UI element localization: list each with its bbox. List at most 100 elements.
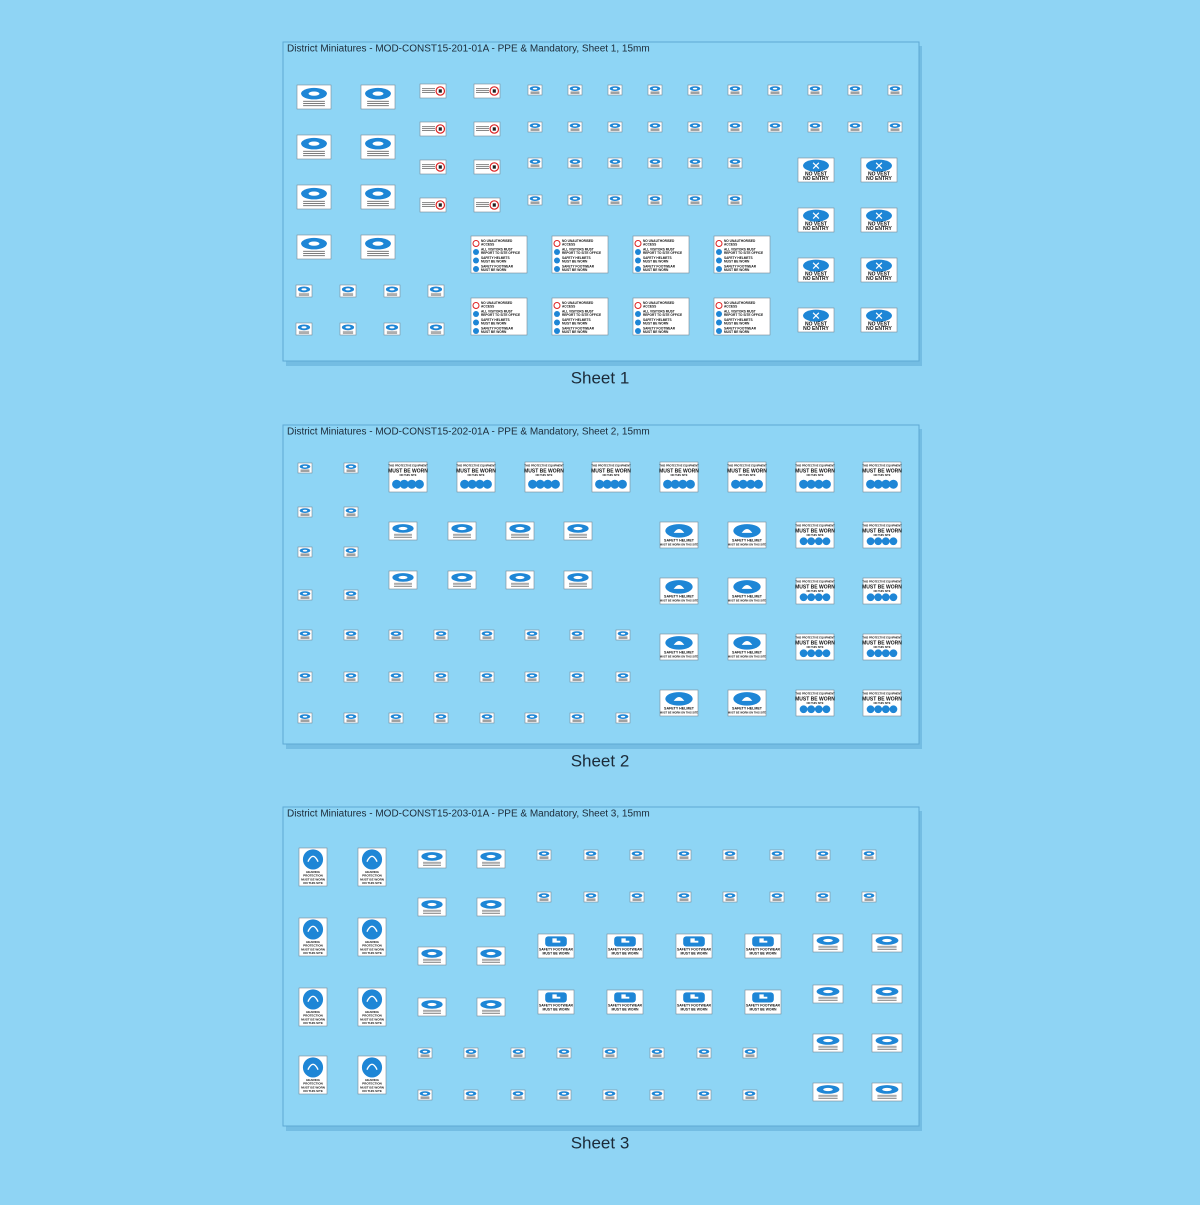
- text-line: [430, 330, 442, 332]
- sign-oval: [343, 506, 359, 518]
- sign-text: MUST BE WORN: [795, 584, 835, 590]
- sign-icon: [875, 312, 883, 319]
- sign-icon: [345, 326, 351, 329]
- sign-oval: [567, 121, 583, 133]
- sign-oval: [696, 1089, 712, 1101]
- text-line: [569, 533, 587, 535]
- text-line: [890, 92, 900, 94]
- sign-oval: [815, 849, 831, 861]
- sign-text: MUST BE WORN ON THIS SITE: [728, 710, 767, 714]
- text-line: [346, 554, 356, 556]
- text-line: [652, 1055, 662, 1057]
- sign-oval: [505, 570, 535, 590]
- sign-text: MUST BE WORN: [524, 468, 564, 474]
- sign-oval: [476, 849, 506, 869]
- sign-icon: [814, 537, 823, 546]
- sign-icon: [308, 191, 320, 196]
- text-line: [303, 253, 325, 254]
- sign-text: THIS PROTECTIVE EQUIPMENT: [795, 464, 835, 468]
- sign-icon: [716, 257, 722, 264]
- sign-oval: [556, 1047, 572, 1059]
- text-line: [890, 130, 900, 131]
- sign-oval: [847, 84, 863, 96]
- text-line: [476, 202, 489, 204]
- sign-oval: [807, 84, 823, 96]
- text-line: [367, 255, 389, 257]
- text-line: [725, 900, 735, 901]
- text-line: [394, 535, 412, 537]
- text-line: [367, 150, 389, 152]
- text-line: [482, 636, 492, 638]
- sign-text: MUST BE WORN: [301, 1085, 325, 1089]
- text-line: [346, 679, 356, 681]
- sign-oval: [383, 284, 401, 298]
- text-line: [482, 913, 500, 914]
- sign-oval: [649, 1089, 665, 1101]
- sign-text: NO UNAUTHORISED: [562, 239, 594, 243]
- sign-icon: [372, 91, 384, 96]
- sign-icon: [823, 1087, 833, 1092]
- text-line: [482, 865, 500, 866]
- text-line: [453, 586, 471, 587]
- text-line: [699, 1056, 709, 1057]
- sign-icon: [635, 328, 641, 334]
- sign-text: MUST BE WORN: [456, 468, 496, 474]
- sign-icon: [574, 715, 580, 718]
- text-line: [466, 1097, 476, 1099]
- sign-icon: [366, 995, 378, 1002]
- sign-oval: [388, 570, 418, 590]
- sign-prohib: [419, 159, 447, 175]
- text-line: [298, 292, 310, 294]
- sign-text: NO VEST: [805, 272, 827, 278]
- sign-text: MUST BE WORN: [862, 528, 902, 534]
- text-line: [690, 202, 700, 204]
- text-line: [420, 1097, 430, 1099]
- sign-text: PROTECTION: [303, 1014, 323, 1018]
- text-line: [391, 721, 401, 722]
- text-line: [539, 899, 549, 901]
- text-line: [391, 679, 401, 681]
- text-line: [476, 90, 489, 92]
- sign-icon: [814, 479, 824, 489]
- sign-icon: [852, 124, 858, 127]
- sign-text: MUST BE WORN: [481, 268, 507, 272]
- sign-icon: [881, 649, 890, 658]
- sign-icon: [799, 593, 808, 602]
- sign-icon: [652, 87, 658, 90]
- text-line: [605, 1096, 615, 1098]
- text-line: [690, 91, 700, 93]
- text-line: [346, 598, 356, 599]
- sign-text: MUST BE WORN: [643, 259, 669, 263]
- sign-icon: [716, 266, 722, 272]
- text-line: [386, 330, 398, 332]
- sign-base: [470, 235, 528, 274]
- sign-oval: [861, 891, 877, 903]
- text-line: [453, 535, 471, 537]
- sign-icon: [422, 1050, 428, 1053]
- text-line: [725, 857, 735, 859]
- sign-oval: [343, 712, 359, 724]
- text-line: [346, 720, 356, 722]
- text-line: [394, 537, 412, 538]
- text-line: [303, 255, 325, 257]
- text-line: [298, 295, 310, 296]
- text-line: [391, 638, 401, 639]
- text-line: [476, 126, 489, 128]
- text-line: [394, 582, 412, 584]
- text-line: [690, 130, 700, 131]
- text-line: [745, 1054, 755, 1056]
- sign-icon: [747, 1050, 753, 1053]
- sign-icon: [807, 537, 816, 546]
- text-line: [610, 130, 620, 131]
- text-line: [422, 206, 435, 208]
- text-line: [772, 899, 782, 901]
- sign-text: SAFETY FOOTWEAR: [608, 948, 643, 952]
- sign-icon: [889, 649, 898, 658]
- sign-text: MUST BE WORN: [360, 877, 384, 881]
- sign-text: MUST BE WORN ON THIS SITE: [660, 654, 699, 658]
